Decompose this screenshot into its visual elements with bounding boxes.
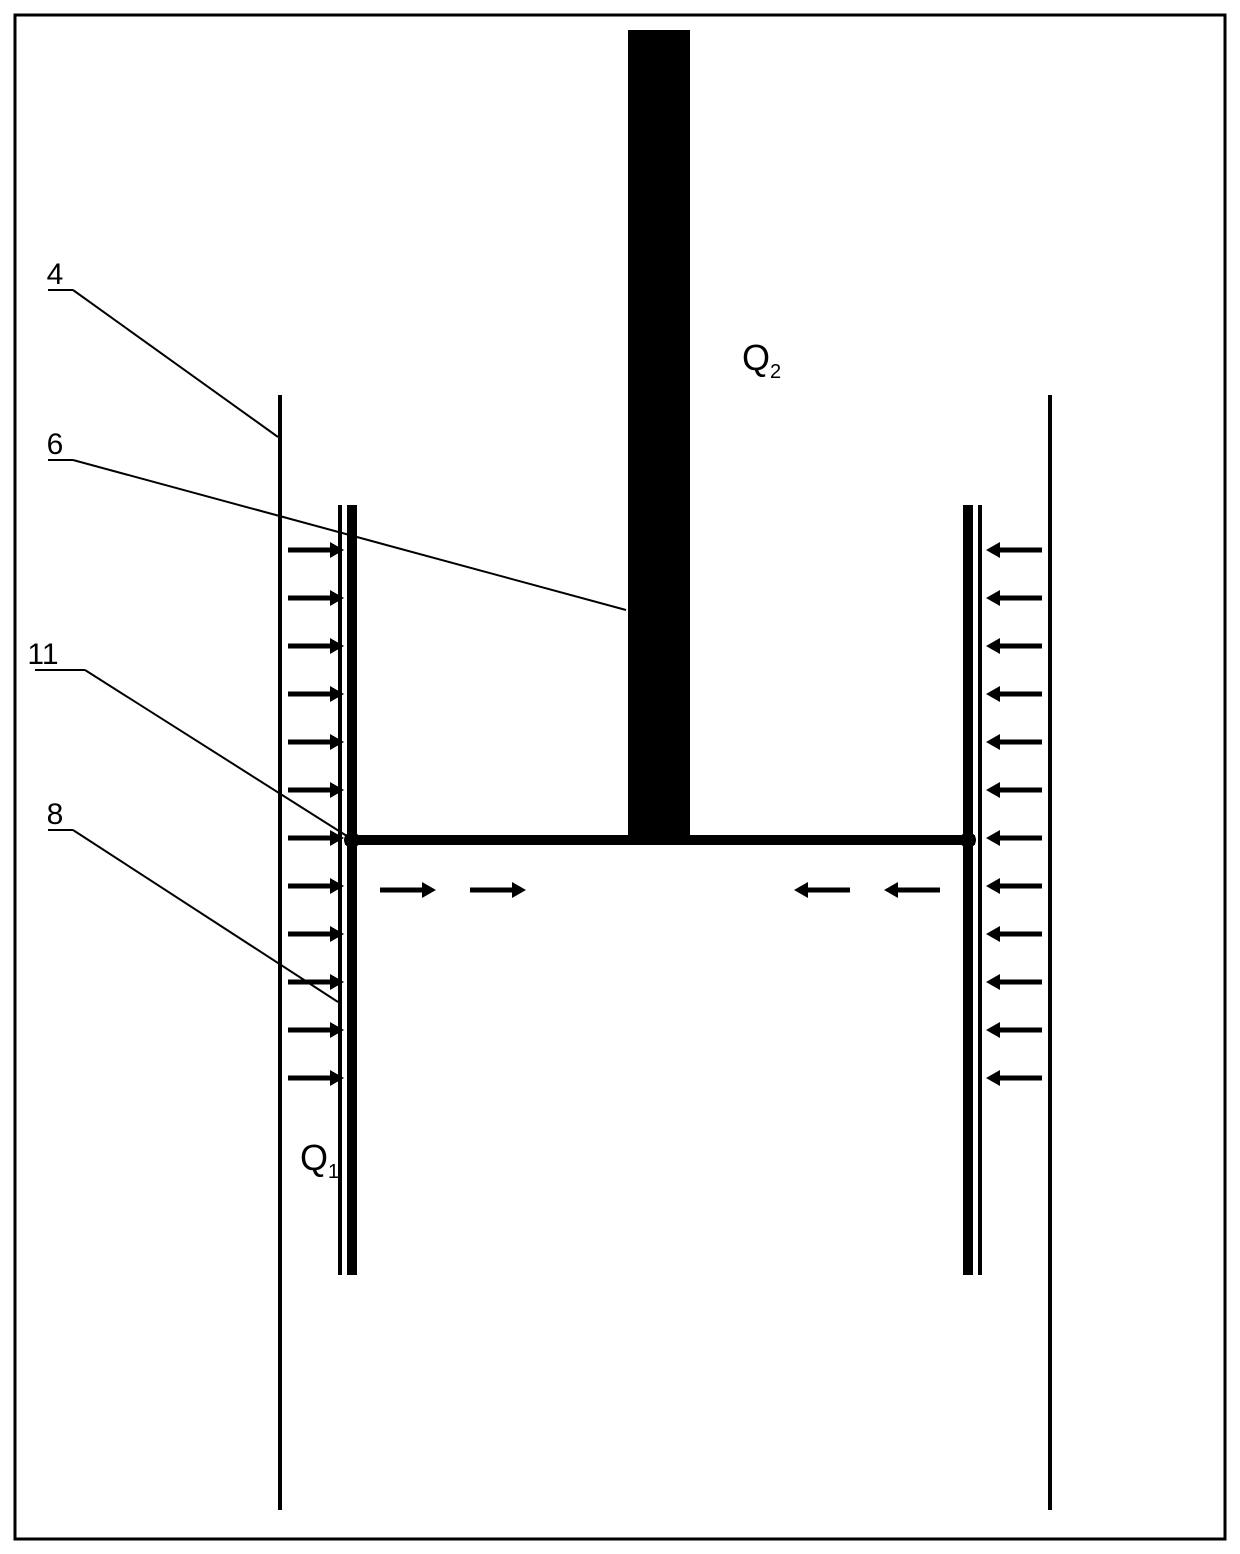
central-pillar: [628, 30, 690, 840]
callout-8-number: 8: [47, 798, 64, 831]
callout-4-number: 4: [47, 258, 64, 291]
callout-6-number: 6: [47, 428, 64, 461]
arrow-right-col-6-head: [986, 830, 1000, 846]
arrow-below-right-0-head: [884, 882, 898, 898]
callout-11-number: 11: [27, 638, 58, 671]
arrow-right-col-0-head: [986, 542, 1000, 558]
arrow-right-col-7-head: [986, 878, 1000, 894]
arrow-right-col-4-head: [986, 734, 1000, 750]
hinge-left: [344, 832, 360, 848]
arrow-below-right-1-head: [794, 882, 808, 898]
arrow-right-col-1-head: [986, 590, 1000, 606]
callout-4-leader: [73, 290, 278, 437]
arrow-right-col-9-head: [986, 974, 1000, 990]
arrow-right-col-2-head: [986, 638, 1000, 654]
outer-frame: [15, 15, 1225, 1539]
arrow-right-col-8-head: [986, 926, 1000, 942]
label-q2: Q2: [742, 337, 781, 383]
arrow-right-col-10-head: [986, 1022, 1000, 1038]
hinge-right: [960, 832, 976, 848]
arrow-right-col-3-head: [986, 686, 1000, 702]
callout-8-leader: [73, 830, 338, 1002]
arrow-below-left-0-head: [422, 882, 436, 898]
label-q1: Q1: [300, 1137, 339, 1183]
arrow-right-col-11-head: [986, 1070, 1000, 1086]
arrow-below-left-1-head: [512, 882, 526, 898]
arrow-right-col-5-head: [986, 782, 1000, 798]
